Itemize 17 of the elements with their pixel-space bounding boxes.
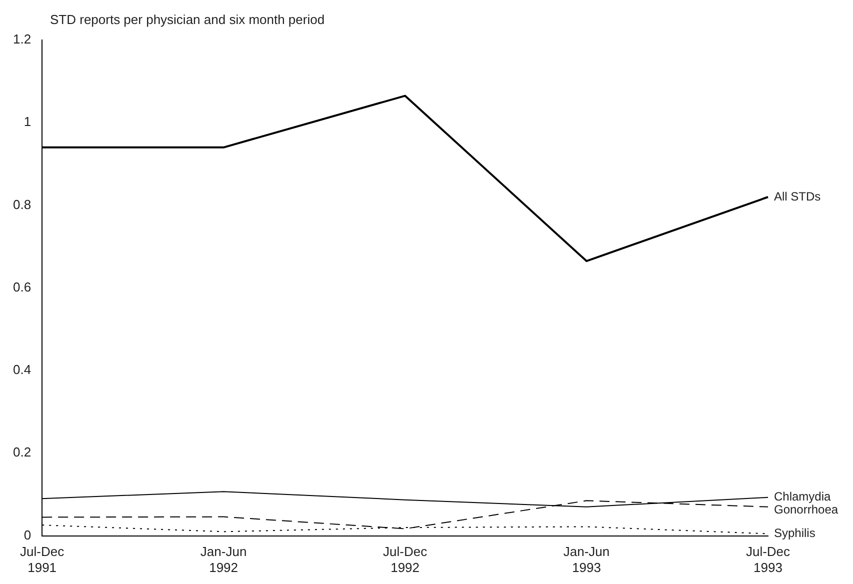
y-tick-label: 0 (24, 527, 32, 542)
series-label: All STDs (774, 189, 821, 204)
y-tick-label: 0.8 (12, 196, 32, 212)
x-tick-label: Jul-Dec 1992 (382, 544, 428, 575)
x-tick-label: Jan-Jun 1993 (563, 544, 610, 575)
y-tick-label: 0.2 (12, 444, 32, 460)
series-label: Chlamydia (774, 490, 832, 504)
series-label: Syphilis (774, 526, 816, 540)
y-tick-label: 1 (24, 114, 32, 130)
y-tick-label: 1.2 (12, 32, 32, 47)
series-label: Gonorrhoea (774, 502, 838, 517)
x-tick-label: Jan-Jun 1992 (200, 544, 247, 575)
chart-title: STD reports per physician and six month period (50, 12, 325, 27)
x-tick-label: Jul-Dec 1993 (746, 544, 791, 575)
y-tick-label: 0.6 (12, 279, 32, 294)
x-tick-label: Jul-Dec 1991 (20, 544, 65, 575)
y-tick-label: 0.4 (12, 362, 32, 378)
